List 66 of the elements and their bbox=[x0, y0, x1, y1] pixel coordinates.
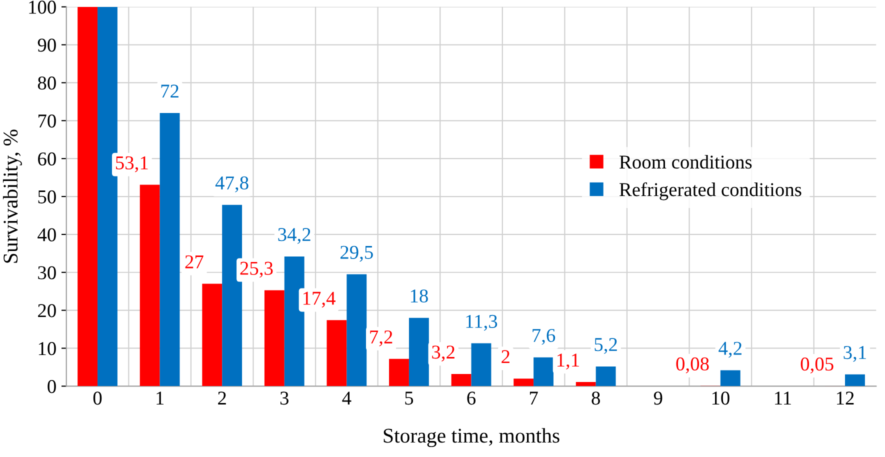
data-label: 0,08 bbox=[676, 357, 709, 374]
y-tick-label: 40 bbox=[38, 228, 56, 242]
bar bbox=[98, 6, 118, 386]
data-label: 0,05 bbox=[800, 358, 834, 374]
data-label: 18 bbox=[410, 289, 428, 303]
bar bbox=[514, 378, 534, 386]
x-tick-label: 2 bbox=[218, 392, 226, 405]
x-axis-title: Storage time, months bbox=[384, 428, 560, 448]
data-label: 47,8 bbox=[215, 176, 248, 192]
y-axis-title: Survivability, % bbox=[2, 130, 22, 263]
data-label: 4,2 bbox=[718, 342, 742, 358]
x-tick-label: 5 bbox=[405, 392, 414, 405]
x-tick-label: 9 bbox=[654, 392, 662, 405]
bar bbox=[264, 290, 284, 386]
y-tick-label: 90 bbox=[38, 38, 56, 52]
x-tick-label: 3 bbox=[280, 392, 288, 405]
x-tick-label: 10 bbox=[712, 392, 730, 405]
bar bbox=[389, 358, 409, 386]
bar bbox=[78, 6, 98, 386]
bar bbox=[720, 370, 740, 386]
x-tick-label: 1 bbox=[156, 392, 164, 405]
bar bbox=[202, 284, 222, 386]
data-label: 27 bbox=[185, 255, 204, 268]
bar bbox=[576, 382, 596, 386]
data-label: 11,3 bbox=[466, 314, 498, 331]
data-label: 29,5 bbox=[340, 246, 373, 262]
y-tick-label: 0 bbox=[48, 380, 56, 394]
y-tick-label: 70 bbox=[38, 114, 56, 128]
x-tick-label: 6 bbox=[467, 392, 476, 405]
x-tick-label: 12 bbox=[836, 392, 854, 405]
data-label: 72 bbox=[161, 84, 178, 98]
bar bbox=[284, 256, 304, 386]
y-tick-label: 30 bbox=[38, 266, 56, 280]
data-label: 7,6 bbox=[532, 328, 556, 345]
data-label: 25,3 bbox=[240, 262, 273, 278]
y-tick-label: 10 bbox=[38, 342, 56, 356]
data-label: 34,2 bbox=[278, 228, 310, 244]
data-label: 3,2 bbox=[432, 346, 454, 362]
y-tick-label: 100 bbox=[29, 0, 56, 14]
data-label: 1,1 bbox=[557, 354, 579, 370]
legend-label: Refrigerated conditions bbox=[619, 182, 802, 200]
bar bbox=[326, 320, 347, 386]
data-label: 17,4 bbox=[303, 292, 336, 308]
data-label: 2 bbox=[502, 350, 510, 364]
data-label: 5,2 bbox=[594, 338, 617, 354]
x-tick-label: 0 bbox=[93, 392, 102, 405]
bar bbox=[471, 343, 492, 386]
y-tick-label: 80 bbox=[38, 76, 56, 90]
x-tick-label: 8 bbox=[592, 392, 600, 405]
y-tick-label: 50 bbox=[38, 190, 56, 204]
bar bbox=[596, 366, 616, 386]
bar bbox=[408, 318, 429, 386]
bar bbox=[140, 184, 160, 386]
y-tick-label: 60 bbox=[38, 152, 56, 166]
bar bbox=[845, 374, 865, 386]
x-tick-label: 7 bbox=[530, 392, 538, 405]
data-label: 7,2 bbox=[370, 330, 392, 346]
data-label: 3,1 bbox=[844, 346, 866, 362]
x-tick-label: 11 bbox=[775, 392, 791, 405]
legend-label: Room conditions bbox=[619, 154, 752, 169]
bar bbox=[346, 274, 367, 386]
x-tick-label: 4 bbox=[342, 392, 352, 405]
bar bbox=[160, 113, 180, 386]
bar bbox=[451, 374, 472, 386]
data-label: 53,1 bbox=[116, 156, 148, 172]
y-tick-label: 20 bbox=[38, 304, 56, 318]
